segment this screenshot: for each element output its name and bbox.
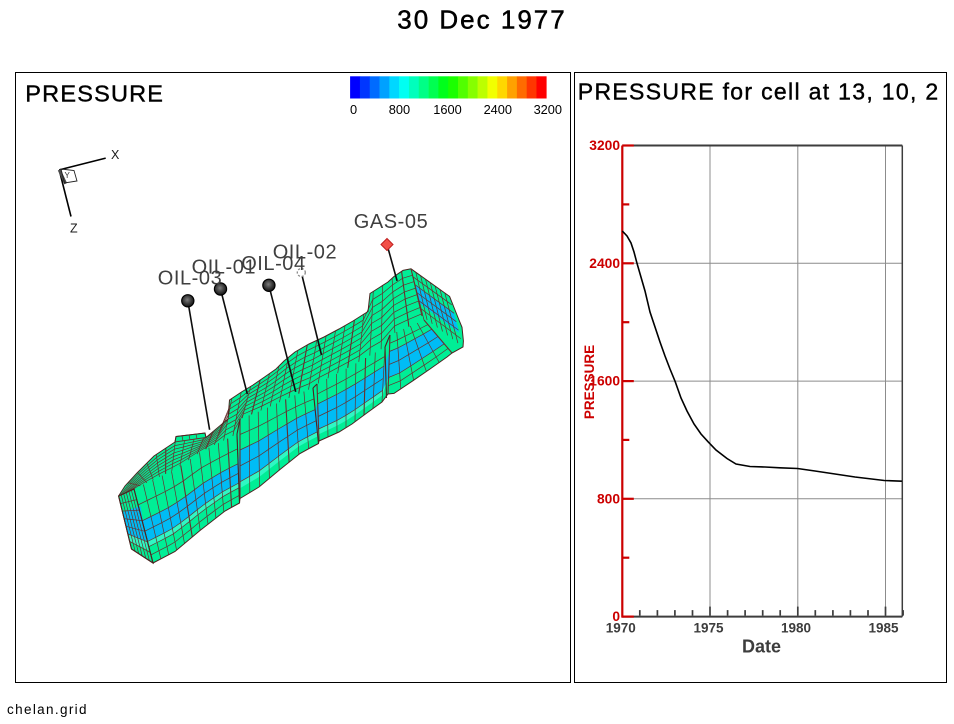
svg-text:Z: Z — [70, 221, 78, 235]
svg-text:30 Dec 1977: 30 Dec 1977 — [397, 4, 566, 34]
svg-text:PRESSURE: PRESSURE — [582, 345, 597, 419]
svg-text:X: X — [111, 148, 120, 162]
svg-text:800: 800 — [389, 102, 410, 117]
svg-text:Date: Date — [742, 637, 781, 657]
svg-text:0: 0 — [350, 102, 357, 117]
svg-text:1975: 1975 — [693, 620, 724, 635]
svg-text:GAS-05: GAS-05 — [354, 211, 428, 233]
svg-text:OIL-02: OIL-02 — [273, 241, 337, 263]
svg-text:2400: 2400 — [484, 102, 512, 117]
svg-text:PRESSURE: PRESSURE — [25, 81, 164, 107]
svg-text:0: 0 — [612, 609, 620, 624]
svg-text:Y: Y — [65, 171, 71, 180]
svg-text:800: 800 — [597, 491, 620, 506]
svg-text:1970: 1970 — [606, 620, 636, 635]
svg-text:PRESSURE for cell at 13, 10, 2: PRESSURE for cell at 13, 10, 2 — [578, 79, 940, 105]
svg-text:OIL-01: OIL-01 — [192, 256, 256, 278]
svg-text:1600: 1600 — [589, 374, 620, 389]
svg-text:3200: 3200 — [589, 138, 620, 153]
svg-text:OIL-04: OIL-04 — [241, 253, 305, 275]
svg-text:OIL-03: OIL-03 — [158, 267, 222, 289]
svg-text:2400: 2400 — [589, 256, 620, 271]
svg-text:chelan.grid: chelan.grid — [7, 702, 88, 717]
svg-text:1985: 1985 — [868, 620, 899, 635]
svg-text:3200: 3200 — [534, 102, 562, 117]
svg-text:1600: 1600 — [433, 102, 461, 117]
svg-text:1980: 1980 — [781, 620, 811, 635]
